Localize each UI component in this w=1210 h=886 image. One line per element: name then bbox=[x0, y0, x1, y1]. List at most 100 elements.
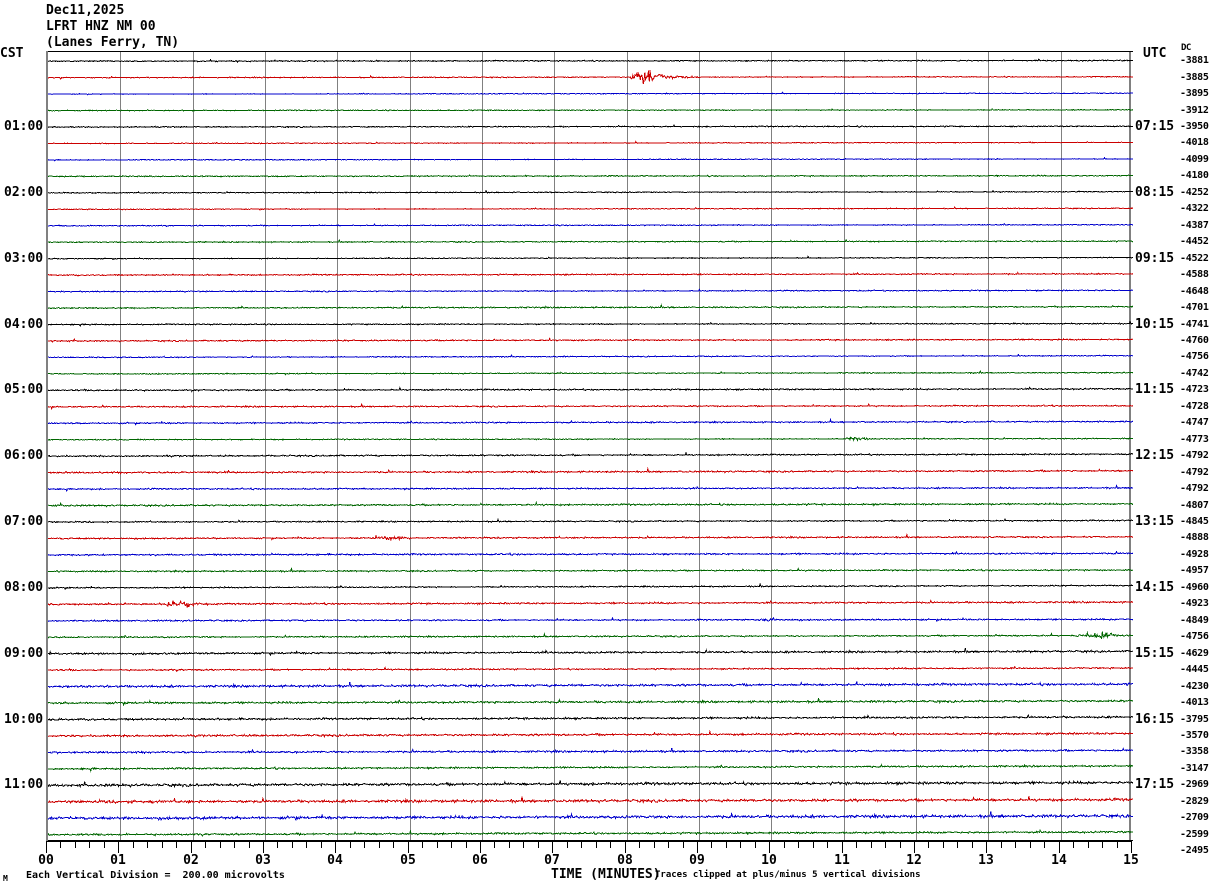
x-tick-minor bbox=[176, 841, 177, 848]
seismogram-plot[interactable] bbox=[46, 51, 1133, 841]
dc-offset-value: -4742 bbox=[1180, 367, 1209, 379]
seismic-trace bbox=[48, 811, 1133, 822]
x-tick-minor bbox=[205, 841, 206, 848]
x-tick-minor bbox=[1001, 841, 1002, 848]
x-tick-minor bbox=[827, 841, 828, 848]
x-tick-minor bbox=[654, 841, 655, 848]
x-tick-label: 09 bbox=[689, 853, 705, 868]
dc-offset-value: -4792 bbox=[1180, 466, 1209, 478]
x-tick-minor bbox=[494, 841, 495, 848]
x-tick-minor bbox=[639, 841, 640, 848]
x-tick-minor bbox=[798, 841, 799, 848]
seismic-trace bbox=[48, 566, 1133, 573]
x-tick-minor bbox=[437, 841, 438, 848]
seismic-trace bbox=[48, 729, 1133, 738]
x-tick-minor bbox=[871, 841, 872, 848]
dc-offset-value: -4252 bbox=[1180, 186, 1209, 198]
trace-canvas bbox=[48, 51, 1133, 841]
seismic-trace bbox=[48, 288, 1133, 293]
seismic-trace bbox=[48, 829, 1133, 838]
seismic-trace bbox=[48, 517, 1133, 524]
x-tick-major bbox=[842, 841, 843, 853]
cst-time-label: 02:00 bbox=[4, 184, 44, 200]
x-tick-minor bbox=[1073, 841, 1074, 848]
dc-offset-value: -4923 bbox=[1180, 598, 1209, 610]
x-tick-minor bbox=[755, 841, 756, 848]
x-tick-minor bbox=[321, 841, 322, 848]
seismic-trace bbox=[48, 320, 1133, 327]
dc-offset-value: -4747 bbox=[1180, 417, 1209, 429]
x-tick-label: 08 bbox=[617, 853, 633, 868]
utc-time-label: 08:15 bbox=[1135, 184, 1175, 200]
seismic-trace bbox=[48, 271, 1133, 277]
x-tick-minor bbox=[813, 841, 814, 848]
dc-offset-value: -3881 bbox=[1180, 55, 1209, 67]
utc-time-label: 11:15 bbox=[1135, 382, 1175, 398]
header-location: (Lanes Ferry, TN) bbox=[46, 35, 180, 50]
seismic-trace bbox=[48, 681, 1133, 689]
cst-time-label: 08:00 bbox=[4, 579, 44, 595]
dc-offset-value: -4960 bbox=[1180, 581, 1209, 593]
cst-time-label: 07:00 bbox=[4, 514, 44, 530]
header-station: LFRT HNZ NM 00 bbox=[46, 19, 156, 34]
dc-offset-value: -3950 bbox=[1180, 121, 1209, 133]
dc-offset-value: -3358 bbox=[1180, 746, 1209, 758]
dc-offset-value: -4387 bbox=[1180, 219, 1209, 231]
seismic-trace bbox=[48, 417, 1133, 426]
dc-offset-value: -4629 bbox=[1180, 647, 1209, 659]
seismic-trace bbox=[48, 255, 1133, 261]
utc-time-label: 17:15 bbox=[1135, 777, 1175, 793]
x-tick-minor bbox=[292, 841, 293, 848]
x-tick-minor bbox=[610, 841, 611, 848]
seismic-trace bbox=[48, 70, 1133, 84]
x-tick-major bbox=[625, 841, 626, 853]
x-tick-minor bbox=[668, 841, 669, 848]
dc-offset-value: -2709 bbox=[1180, 812, 1209, 824]
x-tick-major bbox=[769, 841, 770, 853]
seismic-trace bbox=[48, 483, 1133, 493]
seismic-trace bbox=[48, 189, 1133, 194]
dc-offset-value: -3795 bbox=[1180, 713, 1209, 725]
dc-offset-value: -4760 bbox=[1180, 334, 1209, 346]
x-tick-minor bbox=[726, 841, 727, 848]
x-tick-label: 07 bbox=[544, 853, 560, 868]
seismic-trace bbox=[48, 763, 1133, 773]
seismic-trace bbox=[48, 386, 1133, 393]
seismic-trace bbox=[48, 156, 1133, 162]
x-tick-minor bbox=[379, 841, 380, 848]
x-tick-minor bbox=[234, 841, 235, 848]
x-tick-label: 13 bbox=[978, 853, 994, 868]
x-tick-major bbox=[191, 841, 192, 853]
dc-offset-value: -4756 bbox=[1180, 351, 1209, 363]
seismic-trace bbox=[48, 533, 1133, 542]
x-tick-minor bbox=[466, 841, 467, 848]
seismic-trace bbox=[48, 58, 1133, 64]
x-tick-minor bbox=[740, 841, 741, 848]
x-tick-minor bbox=[364, 841, 365, 848]
dc-offset-value: -4180 bbox=[1180, 170, 1209, 182]
x-tick-minor bbox=[277, 841, 278, 848]
dc-offset-value: -4888 bbox=[1180, 532, 1209, 544]
seismic-trace bbox=[48, 205, 1133, 211]
x-tick-minor bbox=[89, 841, 90, 848]
seismic-trace bbox=[48, 303, 1133, 310]
x-tick-major bbox=[1059, 841, 1060, 853]
cst-time-label: 04:00 bbox=[4, 316, 44, 332]
dc-offset-value: -2599 bbox=[1180, 828, 1209, 840]
x-tick-major bbox=[335, 841, 336, 853]
x-tick-minor bbox=[75, 841, 76, 848]
utc-time-label: 07:15 bbox=[1135, 119, 1175, 135]
seismic-trace bbox=[48, 369, 1133, 376]
cst-time-label: 05:00 bbox=[4, 382, 44, 398]
x-tick-minor bbox=[147, 841, 148, 848]
dc-offset-value: -2969 bbox=[1180, 779, 1209, 791]
dc-offset-value: -4792 bbox=[1180, 450, 1209, 462]
x-tick-minor bbox=[523, 841, 524, 848]
dc-offset-value: -4845 bbox=[1180, 516, 1209, 528]
seismic-trace bbox=[48, 582, 1133, 591]
seismic-trace bbox=[48, 697, 1133, 707]
utc-time-label: 14:15 bbox=[1135, 579, 1175, 595]
utc-time-label: 10:15 bbox=[1135, 316, 1175, 332]
x-tick-minor bbox=[683, 841, 684, 848]
seismic-trace bbox=[48, 436, 1133, 442]
